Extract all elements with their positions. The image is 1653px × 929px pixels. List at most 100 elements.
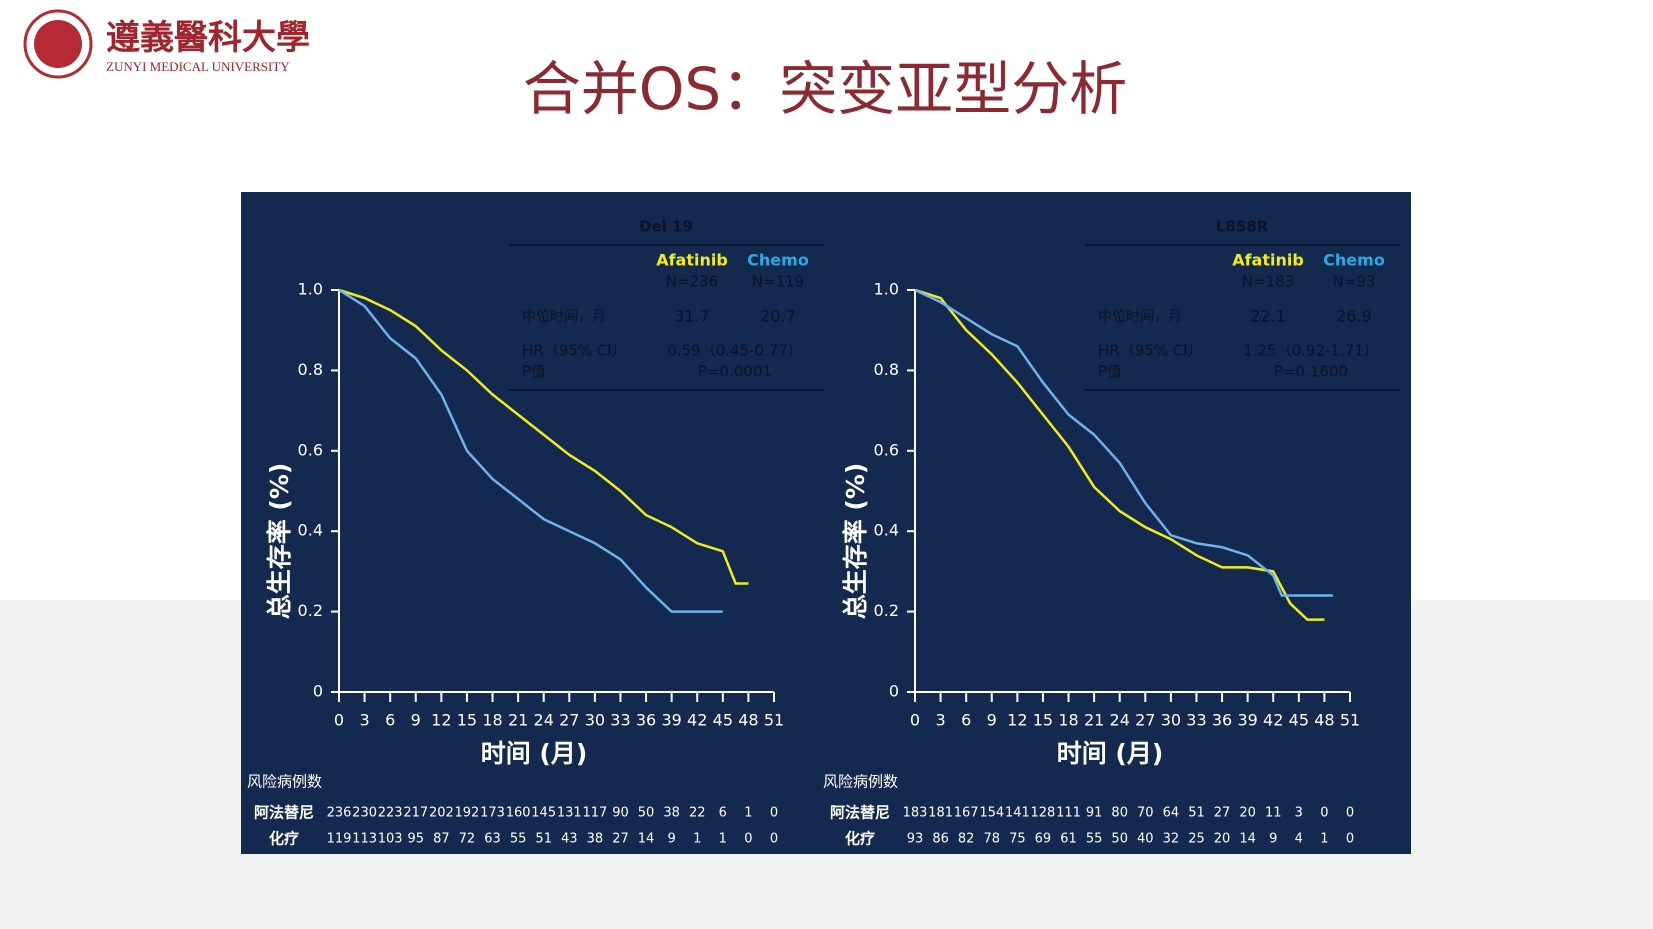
risk-count: 167	[954, 806, 979, 821]
y-axis-title: 总生存率 (%)	[841, 463, 870, 620]
x-tick-label: 48	[738, 711, 758, 730]
stats-value: 26.9	[1336, 307, 1372, 326]
legend-entry: Afatinib	[656, 251, 728, 270]
risk-count: 128	[1031, 806, 1056, 821]
risk-count: 9	[668, 832, 676, 847]
x-tick-label: 51	[1340, 711, 1360, 730]
risk-count: 14	[1239, 832, 1256, 847]
risk-row-label: 化疗	[845, 830, 875, 848]
stats-label: P值	[522, 363, 546, 381]
risk-table-title: 风险病例数	[823, 773, 898, 791]
stats-label: HR（95% CI）	[1098, 342, 1203, 360]
risk-count: 1	[719, 832, 727, 847]
legend-n: N=183	[1242, 273, 1294, 291]
risk-count: 38	[587, 832, 604, 847]
risk-count: 3	[1295, 806, 1303, 821]
x-tick-label: 27	[559, 711, 579, 730]
x-tick-label: 36	[1212, 711, 1232, 730]
x-tick-label: 3	[359, 711, 369, 730]
risk-count: 181	[928, 806, 953, 821]
risk-count: 64	[1163, 806, 1180, 821]
risk-count: 91	[1086, 806, 1103, 821]
risk-count: 0	[1320, 806, 1328, 821]
risk-count: 6	[719, 806, 727, 821]
x-tick-label: 0	[334, 711, 344, 730]
risk-count: 103	[378, 832, 403, 847]
x-axis-title: 时间 (月)	[1057, 739, 1164, 768]
y-tick-label: 0	[889, 682, 899, 701]
risk-count: 32	[1163, 832, 1180, 847]
stats-value: 0.59（0.45-0.77）	[667, 342, 803, 360]
logo-english: ZUNYI MEDICAL UNIVERSITY	[106, 59, 290, 74]
risk-count: 50	[638, 806, 655, 821]
legend-entry: Chemo	[747, 251, 809, 270]
risk-count: 0	[744, 832, 752, 847]
risk-table-title: 风险病例数	[247, 773, 322, 791]
x-tick-label: 36	[636, 711, 656, 730]
y-tick-label: 0.4	[298, 521, 323, 540]
legend-entry: Afatinib	[1232, 251, 1304, 270]
risk-count: 14	[638, 832, 655, 847]
risk-count: 87	[433, 832, 450, 847]
logo-name: 遵義醫科大學	[106, 18, 310, 58]
x-tick-label: 18	[1058, 711, 1078, 730]
x-tick-label: 33	[610, 711, 630, 730]
risk-count: 141	[1005, 806, 1030, 821]
risk-count: 183	[903, 806, 928, 821]
stats-value: P=0.0001	[698, 363, 772, 381]
risk-count: 82	[958, 832, 975, 847]
y-tick-label: 1.0	[298, 280, 323, 299]
risk-count: 95	[407, 832, 424, 847]
risk-count: 43	[561, 832, 578, 847]
risk-count: 27	[1214, 806, 1231, 821]
risk-count: 93	[907, 832, 924, 847]
subgroup-title: Del 19	[639, 218, 693, 236]
risk-count: 1	[744, 806, 752, 821]
x-tick-label: 24	[534, 711, 554, 730]
risk-count: 0	[770, 806, 778, 821]
risk-count: 131	[557, 806, 582, 821]
x-tick-label: 6	[385, 711, 395, 730]
stats-value: P=0.1600	[1274, 363, 1348, 381]
y-tick-label: 0	[313, 682, 323, 701]
x-tick-label: 3	[935, 711, 945, 730]
risk-count: 78	[983, 832, 1000, 847]
risk-count: 236	[327, 806, 352, 821]
risk-count: 111	[1056, 806, 1081, 821]
legend-n: N=236	[666, 273, 718, 291]
stats-value: 22.1	[1250, 307, 1286, 326]
risk-count: 55	[1086, 832, 1103, 847]
x-tick-label: 42	[1263, 711, 1283, 730]
risk-count: 25	[1188, 832, 1205, 847]
risk-count: 27	[612, 832, 629, 847]
risk-count: 20	[1214, 832, 1231, 847]
risk-count: 72	[459, 832, 476, 847]
x-tick-label: 24	[1110, 711, 1130, 730]
risk-count: 90	[612, 806, 629, 821]
risk-count: 173	[480, 806, 505, 821]
risk-count: 51	[1188, 806, 1205, 821]
stats-label: P值	[1098, 363, 1122, 381]
x-tick-label: 30	[1161, 711, 1181, 730]
survival-curve	[338, 288, 723, 613]
risk-count: 20	[1239, 806, 1256, 821]
x-tick-label: 9	[411, 711, 421, 730]
chart-panel	[241, 192, 1411, 854]
x-tick-label: 48	[1314, 711, 1334, 730]
risk-count: 51	[535, 832, 552, 847]
risk-count: 69	[1035, 832, 1052, 847]
y-tick-label: 0.2	[298, 601, 323, 620]
x-tick-label: 33	[1186, 711, 1206, 730]
risk-count: 160	[506, 806, 531, 821]
y-axis-title: 总生存率 (%)	[265, 463, 294, 620]
risk-count: 202	[429, 806, 454, 821]
risk-count: 145	[531, 806, 556, 821]
x-axis-title: 时间 (月)	[481, 739, 588, 768]
x-tick-label: 42	[687, 711, 707, 730]
legend-entry: Chemo	[1323, 251, 1385, 270]
risk-row-label: 阿法替尼	[254, 804, 314, 822]
x-tick-label: 0	[910, 711, 920, 730]
x-tick-label: 51	[764, 711, 784, 730]
subgroup-title: L858R	[1216, 218, 1269, 236]
